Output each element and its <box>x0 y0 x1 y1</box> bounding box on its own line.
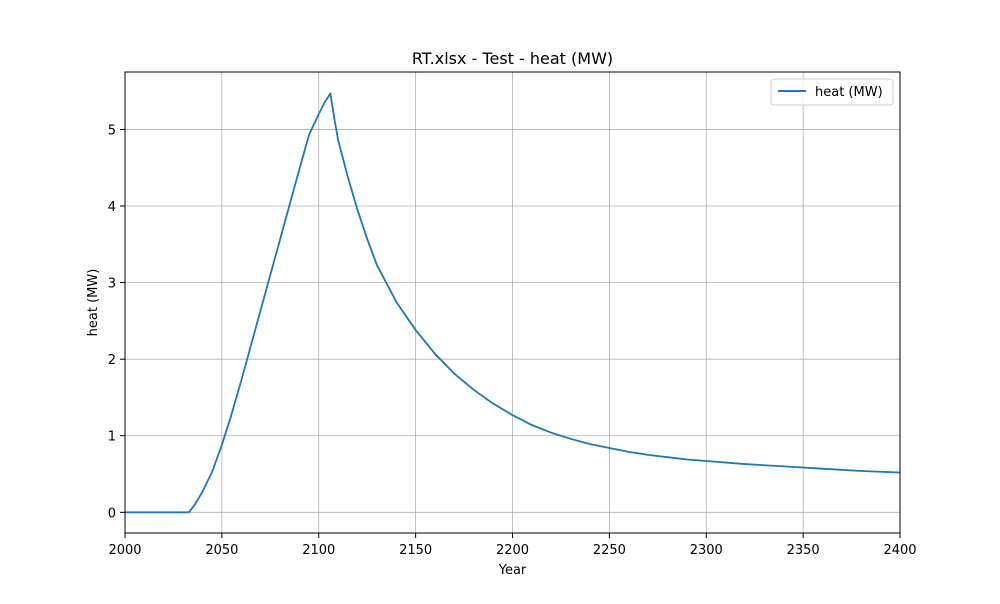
x-axis: 2000 2050 2100 2150 2200 2250 2300 2350 2400 <box>108 533 917 558</box>
y-axis-label: heat (MW) <box>86 269 101 337</box>
x-tick-label: 2300 <box>690 543 723 558</box>
grid-lines <box>124 72 901 533</box>
y-tick-label: 0 <box>108 506 116 521</box>
x-tick-label: 2100 <box>302 543 335 558</box>
legend-box <box>770 78 894 106</box>
y-tick-label: 5 <box>108 123 116 138</box>
x-axis-label: Year <box>498 563 527 578</box>
x-tick-label: 2150 <box>399 543 432 558</box>
chart-title: RT.xlsx - Test - heat (MW) <box>412 49 613 68</box>
x-tick-label: 2050 <box>205 543 238 558</box>
y-tick-label: 3 <box>108 277 116 292</box>
x-tick-label: 2350 <box>787 543 820 558</box>
y-tick-label: 2 <box>108 353 116 368</box>
x-tick-label: 2250 <box>593 543 626 558</box>
y-axis: 0 1 2 3 4 5 <box>108 123 125 521</box>
series-line <box>125 92 901 514</box>
legend-label: heat (MW) <box>815 85 883 100</box>
x-tick-label: 2200 <box>496 543 529 558</box>
series-layer <box>125 92 901 514</box>
y-tick-label: 1 <box>108 430 116 445</box>
x-tick-label: 2400 <box>883 543 916 558</box>
legend: heat (MW) <box>770 78 894 106</box>
x-tick-label: 2000 <box>108 543 141 558</box>
y-tick-label: 4 <box>108 200 116 215</box>
